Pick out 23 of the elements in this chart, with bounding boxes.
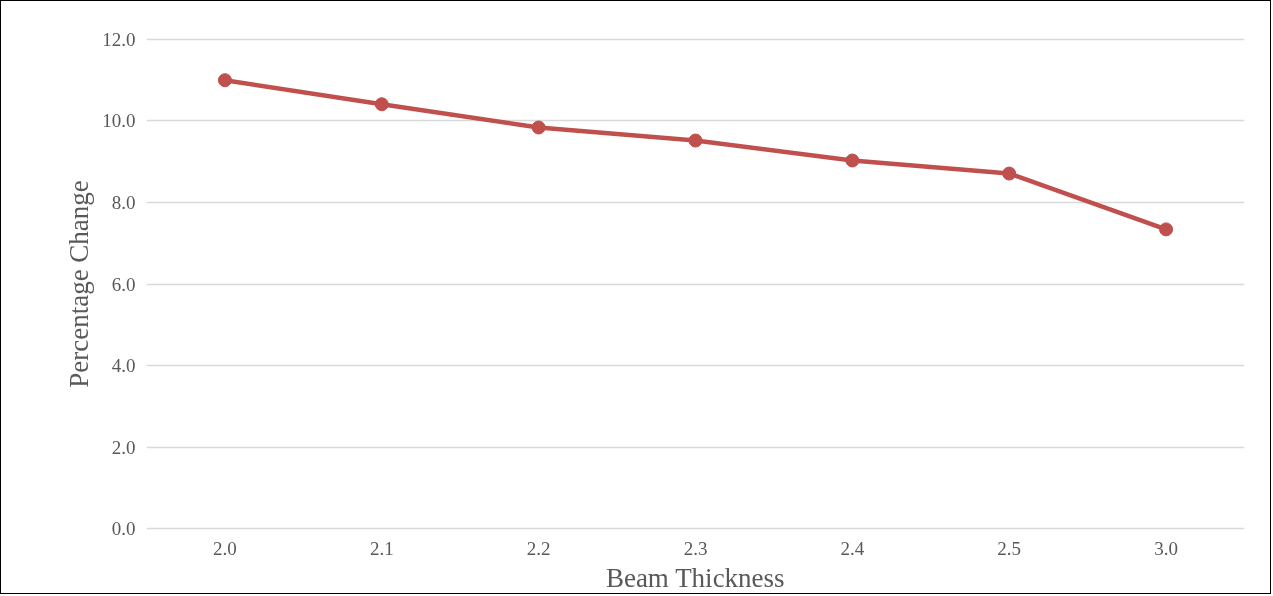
point <box>1159 222 1174 237</box>
x-tick-label: 3.0 <box>1154 537 1178 559</box>
x-tick-label: 2.2 <box>526 537 551 559</box>
y-tick-label: 0.0 <box>111 518 136 540</box>
x-tick-label: 2.0 <box>213 537 237 559</box>
y-tick-label: 6.0 <box>111 273 136 295</box>
point <box>1002 166 1017 181</box>
x-axis-title: Beam Thickness <box>605 562 785 593</box>
x-tick-label: 2.3 <box>683 537 708 559</box>
y-tick-label: 2.0 <box>111 436 136 458</box>
y-axis-title: Percentage Change <box>64 180 95 388</box>
y-tick-label: 12.0 <box>102 28 136 50</box>
x-tick-label: 2.1 <box>369 537 394 559</box>
point <box>217 73 232 88</box>
point <box>845 153 860 168</box>
x-tick-label: 2.5 <box>997 537 1022 559</box>
x-tick-label: 2.4 <box>840 537 865 559</box>
point <box>531 120 546 135</box>
point <box>374 97 389 112</box>
y-tick-label: 10.0 <box>102 110 136 132</box>
y-tick-label: 8.0 <box>111 191 136 213</box>
y-tick-label: 4.0 <box>111 355 136 377</box>
point <box>688 133 703 148</box>
